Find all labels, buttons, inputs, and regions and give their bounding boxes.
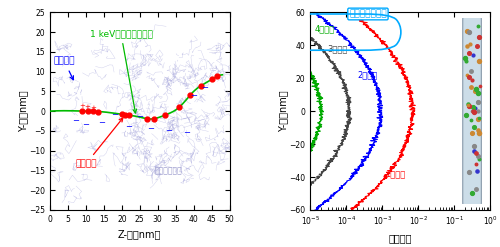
Text: −: − xyxy=(126,123,132,131)
Text: −: − xyxy=(98,119,105,127)
Text: 二次電子飛跡: 二次電子飛跡 xyxy=(154,166,182,175)
Text: 電離位置: 電離位置 xyxy=(75,118,123,168)
Text: 二次電子: 二次電子 xyxy=(54,57,75,80)
Text: クラスター損傷: クラスター損傷 xyxy=(349,9,387,19)
X-axis label: Z-軸（nm）: Z-軸（nm） xyxy=(118,229,162,239)
Text: 4回損傷: 4回損傷 xyxy=(314,24,335,33)
Y-axis label: Y-軸（nm）: Y-軸（nm） xyxy=(18,90,28,132)
Text: 1回損傷: 1回損傷 xyxy=(385,169,406,178)
X-axis label: 生成頻度: 生成頻度 xyxy=(388,233,412,243)
Text: −: − xyxy=(111,111,118,120)
Text: −: − xyxy=(165,126,172,135)
Text: −: − xyxy=(183,128,190,137)
Text: −: − xyxy=(190,91,197,100)
Text: +: + xyxy=(80,103,86,109)
Text: −: − xyxy=(82,121,89,129)
Text: −: − xyxy=(136,113,143,122)
Text: 1 keVの照射電子飛跡: 1 keVの照射電子飛跡 xyxy=(90,29,152,113)
Text: −: − xyxy=(201,83,208,92)
Text: −: − xyxy=(72,117,78,125)
Text: +: + xyxy=(90,105,96,111)
Text: 3回損傷: 3回損傷 xyxy=(328,44,348,53)
Y-axis label: Y-軸（nm）: Y-軸（nm） xyxy=(278,90,288,132)
Text: −: − xyxy=(147,124,154,133)
Text: +: + xyxy=(85,104,90,110)
Text: 2回損傷: 2回損傷 xyxy=(357,70,378,80)
